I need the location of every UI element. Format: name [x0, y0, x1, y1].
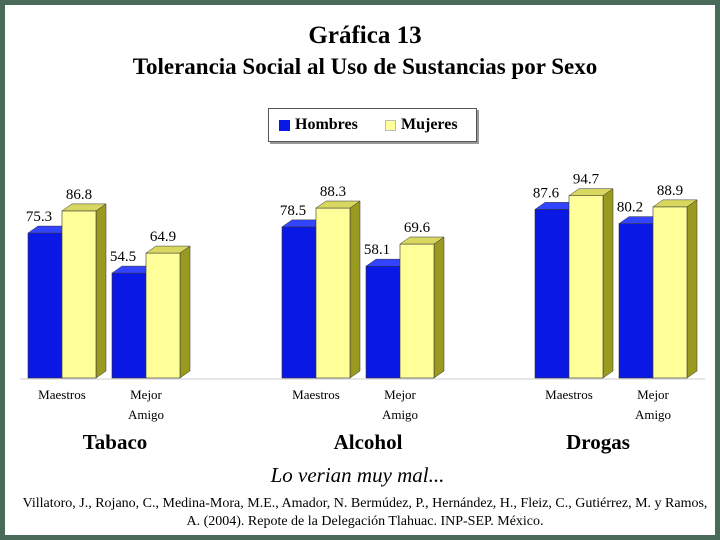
bar-tabaco-maestros-mujeres: [61, 210, 97, 379]
bar-side-alcohol-mejor-amigo-mujeres: [433, 236, 445, 379]
value-label-alcohol-mejor-amigo-mujeres: 69.6: [404, 220, 431, 236]
bar-side-tabaco-maestros-mujeres: [95, 203, 107, 379]
category-label-drogas-1-0: Mejor: [637, 387, 669, 402]
legend-label-hombres: Hombres: [295, 116, 358, 133]
bar-top-tabaco-maestros-mujeres: [61, 203, 107, 212]
legend-label-mujeres: Mujeres: [401, 116, 458, 133]
footer-note: Lo verian muy mal...: [270, 463, 445, 487]
chart-subtitle: Tolerancia Social al Uso de Sustancias p…: [132, 54, 598, 79]
value-label-tabaco-mejor-amigo-hombres: 54.5: [110, 249, 136, 265]
value-label-alcohol-maestros-hombres: 78.5: [280, 203, 306, 219]
bar-drogas-maestros-hombres: [534, 209, 570, 379]
legend-item-hombres: Hombres: [279, 116, 358, 134]
bar-top-tabaco-mejor-amigo-mujeres: [145, 245, 191, 254]
chart-legend: Hombres Mujeres: [268, 108, 477, 142]
value-label-drogas-mejor-amigo-hombres: 80.2: [617, 200, 643, 216]
group-label-tabaco: Tabaco: [82, 430, 148, 454]
category-label-tabaco-0-0: Maestros: [38, 387, 86, 402]
bar-top-alcohol-mejor-amigo-mujeres: [399, 236, 445, 245]
bar-tabaco-maestros-hombres: [27, 232, 63, 379]
bar-drogas-mejor-amigo-hombres: [618, 223, 654, 379]
value-label-drogas-maestros-mujeres: 94.7: [573, 172, 600, 188]
bar-tabaco-mejor-amigo-hombres: [111, 272, 147, 379]
category-label-drogas-1-1: Amigo: [635, 407, 671, 422]
bar-alcohol-mejor-amigo-hombres: [365, 265, 401, 379]
bar-drogas-maestros-mujeres: [568, 195, 604, 379]
bar-alcohol-maestros-hombres: [281, 226, 317, 379]
category-label-alcohol-1-1: Amigo: [382, 407, 418, 422]
category-label-alcohol-1-0: Mejor: [384, 387, 416, 402]
category-label-tabaco-1-1: Amigo: [128, 407, 164, 422]
group-label-alcohol: Alcohol: [333, 430, 403, 454]
value-label-tabaco-maestros-mujeres: 86.8: [66, 187, 92, 203]
value-label-alcohol-maestros-mujeres: 88.3: [320, 184, 346, 200]
bar-top-drogas-mejor-amigo-mujeres: [652, 199, 698, 208]
bar-drogas-mejor-amigo-mujeres: [652, 206, 688, 379]
bar-alcohol-mejor-amigo-mujeres: [399, 243, 435, 379]
chart-title: Gráfica 13: [308, 22, 422, 49]
bar-side-alcohol-maestros-mujeres: [349, 200, 361, 379]
value-label-drogas-mejor-amigo-mujeres: 88.9: [657, 183, 683, 199]
legend-swatch-mujeres: [385, 119, 396, 131]
bar-side-drogas-maestros-mujeres: [602, 188, 614, 379]
group-label-drogas: Drogas: [566, 430, 630, 454]
legend-swatch-hombres: [279, 119, 290, 131]
value-label-drogas-maestros-hombres: 87.6: [533, 185, 560, 201]
category-label-alcohol-0-0: Maestros: [292, 387, 340, 402]
value-label-tabaco-mejor-amigo-mujeres: 64.9: [150, 229, 176, 245]
bar-side-tabaco-mejor-amigo-mujeres: [179, 245, 191, 379]
category-label-drogas-0-0: Maestros: [545, 387, 593, 402]
category-label-tabaco-1-0: Mejor: [130, 387, 162, 402]
legend-item-mujeres: Mujeres: [385, 116, 458, 134]
value-label-tabaco-maestros-hombres: 75.3: [26, 209, 52, 225]
bar-tabaco-mejor-amigo-mujeres: [145, 252, 181, 379]
value-label-alcohol-mejor-amigo-hombres: 58.1: [364, 242, 390, 258]
bar-side-drogas-mejor-amigo-mujeres: [686, 199, 698, 379]
bar-top-drogas-maestros-mujeres: [568, 188, 614, 196]
bar-alcohol-maestros-mujeres: [315, 207, 351, 379]
source-citation: Villatoro, J., Rojano, C., Medina-Mora, …: [22, 496, 708, 529]
bar-top-alcohol-maestros-mujeres: [315, 200, 361, 209]
